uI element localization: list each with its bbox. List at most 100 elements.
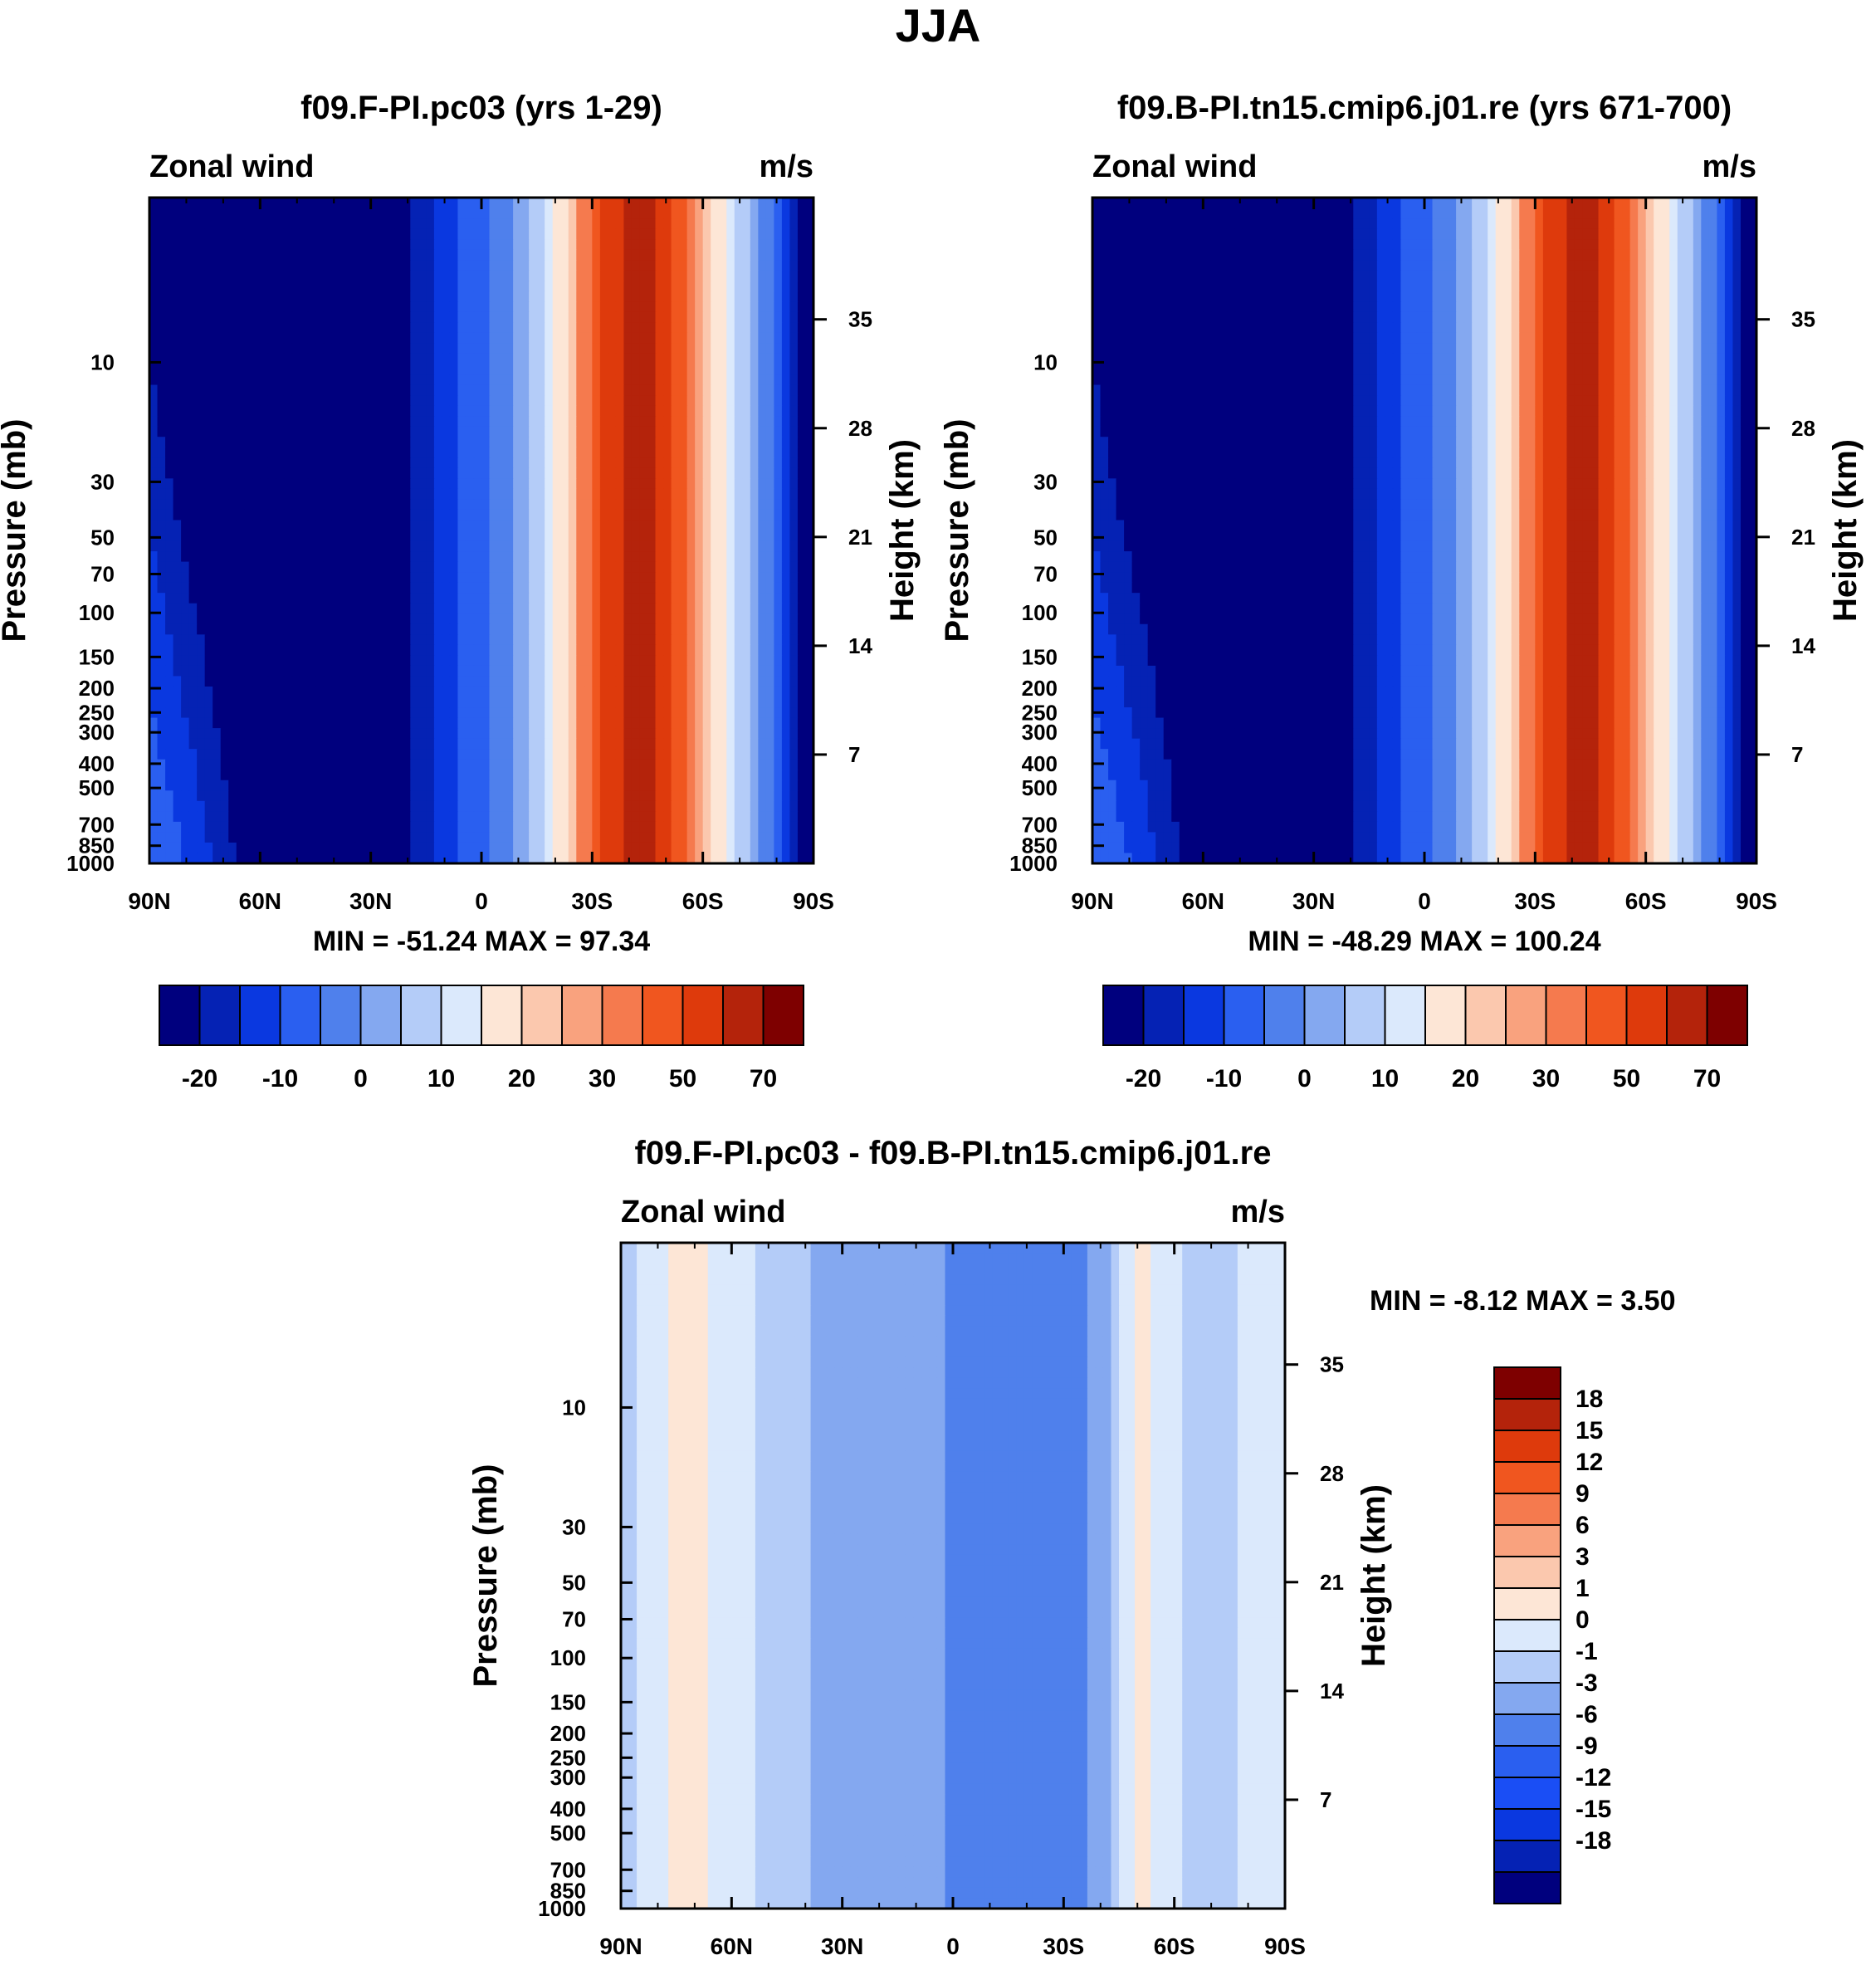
- contour-cell: [394, 561, 403, 573]
- contour-cell: [244, 364, 253, 375]
- contour-cell: [379, 613, 388, 625]
- contour-cell: [758, 270, 767, 281]
- contour-cell: [386, 759, 395, 770]
- contour-cell: [449, 551, 459, 563]
- contour-cell: [584, 655, 594, 667]
- contour-cell: [465, 311, 475, 324]
- contour-cell: [331, 291, 340, 303]
- contour-cell: [465, 707, 475, 719]
- contour-cell: [702, 260, 711, 271]
- contour-cell: [481, 447, 491, 458]
- contour-cell: [726, 364, 735, 375]
- contour-cell: [695, 291, 704, 303]
- contour-cell: [347, 634, 356, 646]
- contour-cell: [379, 770, 388, 781]
- contour-cell: [774, 447, 783, 458]
- contour-cell: [149, 343, 159, 354]
- contour-cell: [608, 322, 617, 334]
- contour-cell: [283, 384, 293, 396]
- contour-cell: [765, 728, 775, 740]
- contour-cell: [505, 561, 514, 573]
- contour-cell: [473, 416, 482, 428]
- contour-cell: [623, 728, 633, 740]
- contour-cell: [339, 644, 348, 657]
- contour-cell: [188, 353, 198, 365]
- contour-cell: [307, 364, 316, 375]
- contour-cell: [568, 447, 577, 458]
- contour-cell: [299, 270, 309, 281]
- contour-cell: [663, 384, 672, 396]
- contour-cell: [181, 291, 190, 303]
- contour-cell: [497, 634, 506, 646]
- contour-cell: [173, 208, 182, 219]
- contour-cell: [505, 426, 514, 437]
- contour-cell: [489, 437, 498, 448]
- contour-cell: [197, 218, 206, 230]
- contour-cell: [213, 437, 222, 448]
- contour-cell: [410, 644, 419, 657]
- contour-cell: [671, 655, 680, 667]
- contour-cell: [291, 488, 300, 501]
- contour-cell: [797, 478, 807, 490]
- contour-cell: [213, 364, 222, 375]
- contour-cell: [426, 311, 435, 324]
- contour-cell: [426, 520, 435, 531]
- contour-cell: [244, 488, 253, 501]
- contour-cell: [433, 582, 443, 594]
- contour-cell: [552, 593, 561, 604]
- contour-cell: [157, 655, 166, 667]
- contour-cell: [188, 655, 198, 667]
- contour-cell: [631, 728, 641, 740]
- contour-cell: [252, 395, 261, 407]
- contour-cell: [774, 249, 783, 261]
- contour-cell: [560, 228, 569, 240]
- contour-cell: [481, 665, 491, 677]
- contour-cell: [639, 728, 648, 740]
- contour-cell: [686, 540, 696, 552]
- contour-cell: [671, 467, 680, 480]
- contour-cell: [339, 249, 348, 261]
- contour-cell: [702, 322, 711, 334]
- contour-cell: [149, 811, 159, 823]
- contour-cell: [655, 655, 664, 667]
- contour-cell: [188, 457, 198, 469]
- contour-cell: [291, 582, 300, 594]
- contour-cell: [671, 447, 680, 458]
- contour-cell: [354, 728, 364, 740]
- contour-cell: [252, 364, 261, 375]
- contour-cell: [750, 291, 760, 303]
- contour-cell: [726, 520, 735, 531]
- contour-cell: [497, 416, 506, 428]
- contour-cell: [592, 270, 601, 281]
- contour-cell: [623, 447, 633, 458]
- contour-cell: [307, 780, 316, 791]
- contour-cell: [220, 665, 229, 677]
- contour-cell: [497, 426, 506, 437]
- contour-cell: [608, 281, 617, 292]
- contour-cell: [276, 426, 285, 437]
- contour-cell: [655, 228, 664, 240]
- contour-cell: [702, 613, 711, 625]
- contour-cell: [742, 457, 751, 469]
- contour-cell: [647, 509, 657, 521]
- contour-cell: [781, 520, 791, 531]
- contour-cell: [283, 561, 293, 573]
- contour-cell: [742, 343, 751, 354]
- contour-cell: [433, 759, 443, 770]
- contour-cell: [481, 239, 491, 251]
- contour-cell: [663, 676, 672, 687]
- contour-cell: [442, 717, 451, 729]
- contour-cell: [679, 322, 688, 334]
- contour-cell: [291, 572, 300, 584]
- contour-cell: [592, 644, 601, 657]
- contour-cell: [181, 749, 190, 760]
- contour-cell: [220, 582, 229, 594]
- contour-cell: [750, 405, 760, 417]
- contour-cell: [545, 572, 554, 584]
- contour-cell: [181, 322, 190, 334]
- contour-cell: [497, 697, 506, 708]
- contour-cell: [702, 228, 711, 240]
- contour-cell: [173, 644, 182, 657]
- contour-cell: [702, 291, 711, 303]
- contour-cell: [663, 291, 672, 303]
